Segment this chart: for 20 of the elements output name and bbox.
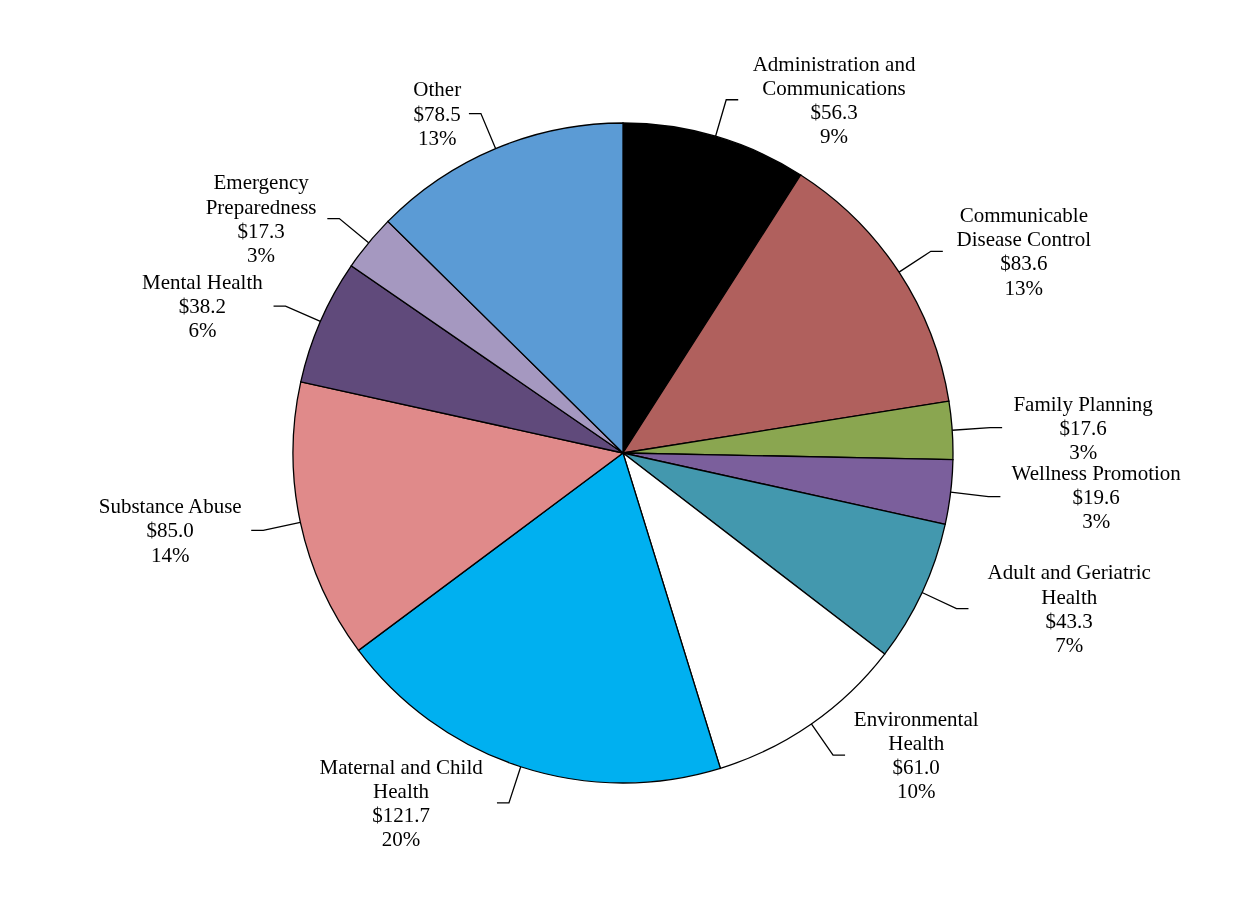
slice-label: Environmental Health bbox=[853, 706, 979, 756]
data-label: $56.3 9% bbox=[810, 99, 858, 148]
data-label: $121.7 20% bbox=[372, 802, 430, 852]
slice-label: Family Planning bbox=[1013, 391, 1154, 416]
data-label: $85.0 14% bbox=[146, 518, 194, 567]
data-label: $78.5 13% bbox=[413, 101, 461, 150]
slice-label: Maternal and Child Health bbox=[319, 754, 484, 803]
data-label: $61.0 10% bbox=[892, 755, 940, 804]
slice-label: Other bbox=[413, 77, 462, 102]
slice-label: Adult and Geriatric Health bbox=[987, 560, 1151, 609]
data-label: $17.3 3% bbox=[237, 218, 285, 267]
data-label: $43.3 7% bbox=[1045, 608, 1093, 657]
data-label: $19.6 3% bbox=[1072, 484, 1120, 533]
slice-label: Emergency Preparedness bbox=[205, 170, 317, 219]
data-label: $83.6 13% bbox=[1000, 251, 1048, 300]
slice-label: Mental Health bbox=[142, 270, 264, 295]
slice-label: Substance Abuse bbox=[98, 494, 242, 519]
slice-label: Communicable Disease Control bbox=[956, 203, 1092, 252]
slice-label: Administration and Communications bbox=[752, 51, 916, 100]
data-label: $38.2 6% bbox=[178, 294, 227, 343]
